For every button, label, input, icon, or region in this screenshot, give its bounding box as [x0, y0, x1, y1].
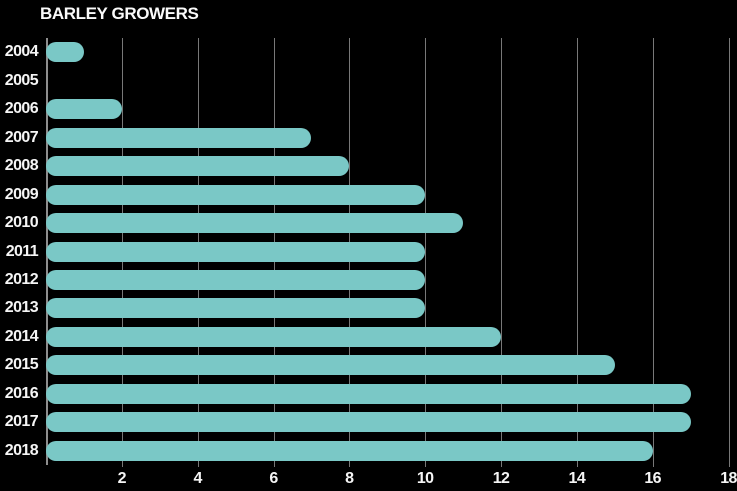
year-label-2016: 2016: [4, 384, 39, 402]
year-label-2018: 2018: [4, 441, 39, 459]
x-tick-label-12: 12: [492, 470, 510, 487]
year-label-2017: 2017: [4, 413, 39, 431]
x-tick-label-2: 2: [117, 470, 127, 487]
x-tick-label-6: 6: [269, 470, 278, 487]
bar-2013: [46, 298, 426, 319]
y-axis-labels: 2004 2005 2006 2007 2008 2009 2010 2011 2012 2013…: [0, 38, 39, 465]
year-label-2006: 2006: [4, 100, 39, 118]
bar-2011: [46, 241, 426, 262]
bar-2018: [46, 440, 653, 461]
plot-area: [46, 38, 736, 467]
x-tick-label-18: 18: [720, 470, 737, 487]
bar-2009: [46, 184, 426, 205]
x-tick-label-14: 14: [568, 470, 586, 487]
bar-2007: [46, 127, 312, 148]
bar-2004: [46, 42, 84, 63]
gridline-14: [576, 38, 578, 467]
bar-2016: [46, 383, 691, 404]
year-label-2014: 2014: [4, 327, 39, 345]
x-axis-labels: 2 4 6 8 10 12 14 16 18: [46, 468, 737, 490]
year-label-2005: 2005: [4, 71, 39, 89]
x-tick-label-8: 8: [345, 470, 354, 487]
x-tick-label-10: 10: [416, 470, 434, 487]
bar-2008: [46, 156, 350, 177]
year-label-2013: 2013: [4, 299, 39, 317]
gridline-12: [501, 38, 502, 467]
bar-2015: [46, 355, 615, 376]
year-label-2004: 2004: [4, 43, 39, 61]
chart-title: BARLEY GROWERS: [40, 4, 199, 23]
gridline-10: [425, 38, 427, 467]
gridline-18: [728, 38, 730, 467]
x-tick-label-16: 16: [644, 470, 661, 487]
gridline-16: [652, 38, 654, 467]
year-label-2007: 2007: [4, 128, 39, 146]
year-label-2011: 2011: [5, 242, 39, 260]
year-label-2012: 2012: [4, 270, 39, 288]
year-label-2010: 2010: [4, 214, 39, 232]
year-label-2009: 2009: [4, 185, 39, 203]
bar-2006: [46, 99, 122, 120]
bar-2010: [46, 213, 464, 234]
bar-2017: [46, 412, 691, 433]
bar-2014: [46, 326, 501, 347]
bar-2012: [46, 269, 426, 290]
year-label-2008: 2008: [4, 157, 39, 175]
year-label-2015: 2015: [4, 356, 39, 374]
x-tick-label-4: 4: [193, 470, 203, 487]
